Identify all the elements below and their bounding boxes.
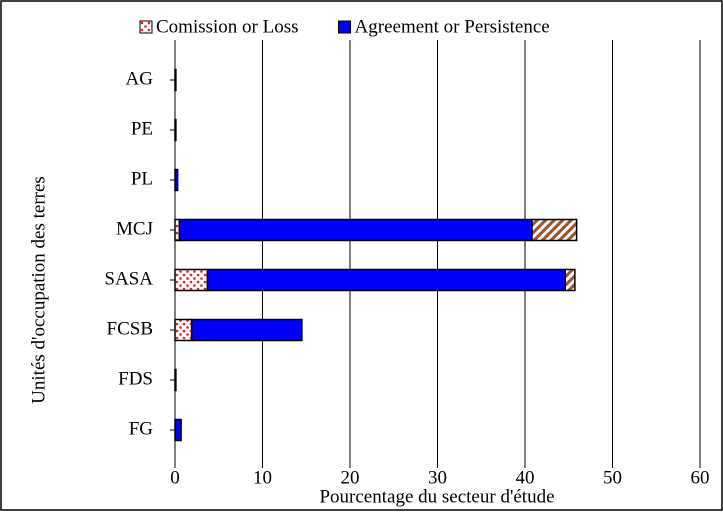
bar <box>174 168 179 192</box>
bar <box>564 268 576 292</box>
x-axis-label: Pourcentage du secteur d'étude <box>319 486 554 507</box>
legend-swatch <box>139 20 153 34</box>
bar <box>190 318 303 342</box>
bar <box>174 268 209 292</box>
bar <box>178 218 533 242</box>
y-tick-label: PL <box>131 168 153 189</box>
x-tick-label: 10 <box>253 467 272 488</box>
bar <box>174 418 182 442</box>
x-tick-label: 40 <box>516 467 535 488</box>
x-tick-label: 50 <box>603 467 622 488</box>
bar <box>174 368 177 392</box>
x-tick-label: 60 <box>691 467 710 488</box>
legend-label: Agreement or Persistence <box>355 16 550 37</box>
legend-label: Comission or Loss <box>156 16 299 37</box>
legend-swatch <box>338 20 352 34</box>
bar <box>174 318 193 342</box>
bar <box>174 118 177 142</box>
y-tick-label: PE <box>131 118 153 139</box>
x-tick-label: 20 <box>341 467 360 488</box>
y-tick-label: FCSB <box>107 318 153 339</box>
y-tick-label: FG <box>129 418 154 439</box>
y-axis-label: Unités d'occupation des terres <box>28 176 49 404</box>
y-tick-label: MCJ <box>116 218 153 239</box>
y-tick-label: SASA <box>104 268 153 289</box>
bar <box>531 218 578 242</box>
x-tick-label: 30 <box>428 467 447 488</box>
bar <box>206 268 566 292</box>
y-tick-label: FDS <box>118 368 153 389</box>
bar <box>174 68 177 92</box>
y-tick-label: AG <box>126 68 154 89</box>
x-tick-label: 0 <box>170 467 180 488</box>
